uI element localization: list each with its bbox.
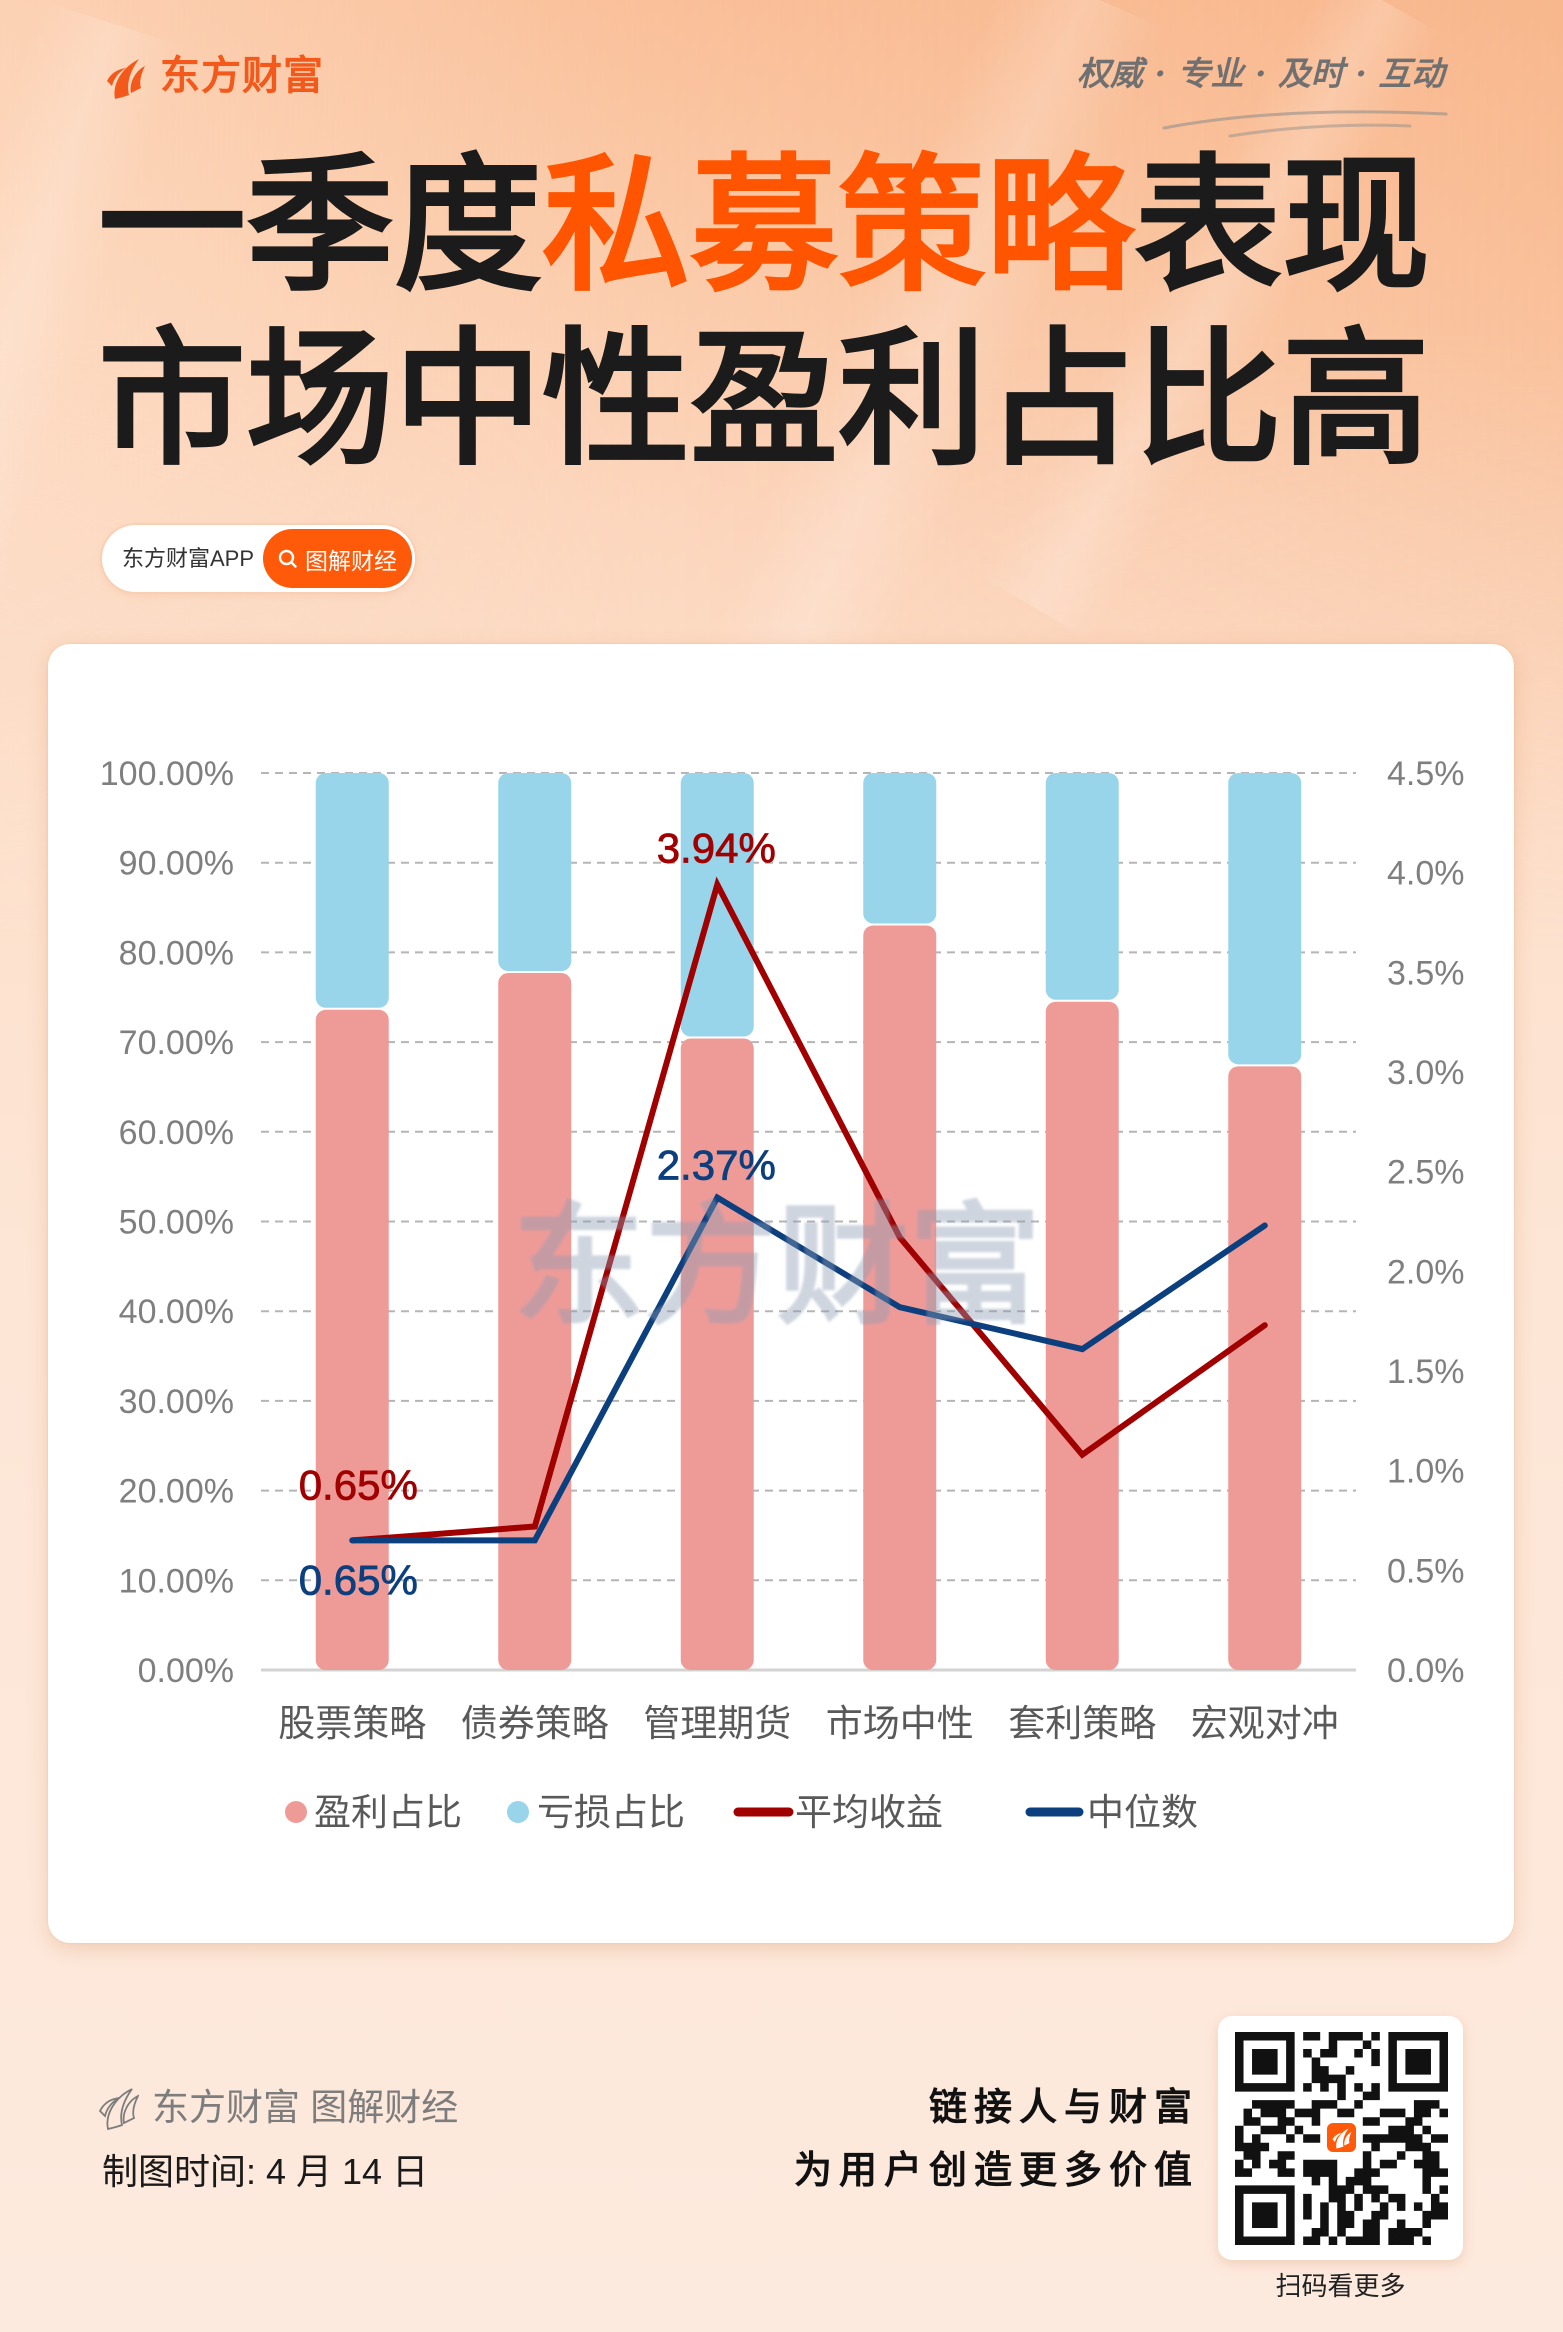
- y-right-tick-label: 4.0%: [1387, 855, 1465, 893]
- y-right-tick-label: 2.0%: [1387, 1253, 1465, 1291]
- search-pill[interactable]: 东方财富APP 图解财经: [102, 525, 415, 592]
- legend-item-avg: 平均收益: [733, 1792, 943, 1833]
- x-tick-label: 宏观对冲: [1191, 1703, 1339, 1744]
- y-left-tick-label: 80.00%: [119, 934, 234, 972]
- x-tick-label: 债券策略: [461, 1703, 609, 1744]
- legend-label: 中位数: [1087, 1792, 1198, 1833]
- bar-segment-loss: [315, 773, 389, 1008]
- data-label-avg: 3.94%: [657, 825, 776, 872]
- y-right-tick-label: 1.5%: [1387, 1353, 1465, 1391]
- data-label-median: 2.37%: [657, 1142, 776, 1189]
- y-right-tick-label: 3.0%: [1387, 1054, 1465, 1092]
- qr-code-card: [1218, 2016, 1463, 2260]
- bar-segment-profit: [315, 1009, 389, 1670]
- x-tick-label: 套利策略: [1008, 1703, 1156, 1744]
- y-left-tick-label: 100.00%: [100, 755, 234, 793]
- title-highlight: 私募策略: [542, 144, 1134, 309]
- watermark: 东方财富: [513, 1193, 1041, 1340]
- tagline: 权威 · 专业 · 及时 · 互动: [1077, 54, 1445, 93]
- x-axis: 股票策略 债券策略 管理期货 市场中性 套利策略 宏观对冲: [278, 1703, 1339, 1744]
- y-right-tick-label: 4.5%: [1387, 755, 1465, 793]
- bar-segment-loss: [680, 773, 754, 1037]
- title-prefix: 一季度: [98, 144, 542, 309]
- y-left-tick-label: 40.00%: [119, 1293, 234, 1331]
- y-left-tick-label: 50.00%: [119, 1204, 234, 1242]
- chart-date: 制图时间: 4 月 14 日: [102, 2151, 429, 2192]
- qr-caption: 扫码看更多: [1275, 2271, 1406, 2301]
- legend-label: 平均收益: [795, 1792, 943, 1833]
- bar-segment-profit: [1045, 1001, 1119, 1670]
- legend-marker-circle-icon: [285, 1801, 307, 1823]
- y-left-tick-label: 20.00%: [119, 1473, 234, 1511]
- dongfang-caifu-logo-icon: [1332, 2128, 1351, 2148]
- bar-stack: [680, 773, 754, 1670]
- lines: [349, 876, 1268, 1544]
- search-button-label: 图解财经: [305, 547, 397, 574]
- data-label-median: 0.65%: [299, 1556, 418, 1603]
- combo-chart: 0.00% 10.00% 20.00% 30.00% 40.00% 50.00% 60.00…: [100, 755, 1465, 1833]
- y-left-tick-label: 70.00%: [119, 1024, 234, 1062]
- legend-label: 盈利占比: [314, 1792, 462, 1833]
- y-right-tick-label: 2.5%: [1387, 1154, 1465, 1192]
- bar-segment-profit: [680, 1038, 754, 1670]
- x-tick-label: 管理期货: [643, 1703, 791, 1744]
- y-right-tick-label: 0.5%: [1387, 1552, 1465, 1590]
- chart-card: 0.00% 10.00% 20.00% 30.00% 40.00% 50.00% 60.00…: [48, 644, 1514, 1943]
- page-title-line-1: 一季度私募策略表现: [98, 153, 1430, 301]
- legend: 盈利占比 亏损占比 平均收益 中位数: [285, 1792, 1198, 1833]
- x-tick-label: 股票策略: [278, 1703, 426, 1744]
- slogan-line-1: 链接人与财富: [928, 2087, 1199, 2129]
- y-left-tick-label: 30.00%: [119, 1383, 234, 1421]
- legend-label: 亏损占比: [537, 1792, 685, 1833]
- bar-stack: [1228, 773, 1302, 1670]
- bar-segment-loss: [1045, 773, 1119, 1000]
- y-axis-right: 0.0% 0.5% 1.0% 1.5% 2.0% 2.5% 3.0% 3.5% 4.0% 4.5%: [1387, 755, 1465, 1690]
- footer-brand: 东方财富 图解财经: [152, 2087, 459, 2128]
- y-right-tick-label: 3.5%: [1387, 954, 1465, 992]
- y-right-tick-label: 0.0%: [1387, 1652, 1465, 1690]
- bar-segment-profit: [1228, 1066, 1302, 1670]
- data-label-avg: 0.65%: [299, 1461, 418, 1508]
- y-left-tick-label: 0.00%: [138, 1652, 234, 1690]
- legend-item-median: 中位数: [1025, 1792, 1198, 1833]
- qr-code: [1235, 2032, 1448, 2245]
- search-icon: [278, 549, 297, 568]
- x-tick-label: 市场中性: [826, 1703, 974, 1744]
- y-right-tick-label: 1.0%: [1387, 1453, 1465, 1491]
- bar-stack: [1045, 773, 1119, 1670]
- y-left-tick-label: 60.00%: [119, 1114, 234, 1152]
- legend-marker-circle-icon: [507, 1801, 529, 1823]
- page-title-line-2: 市场中性盈利占比高: [98, 318, 1430, 483]
- title-suffix: 表现: [1134, 144, 1430, 309]
- legend-item-loss: 亏损占比: [507, 1792, 685, 1833]
- qr-center-logo: [1327, 2123, 1356, 2152]
- brush-stroke-decoration: [1162, 110, 1448, 138]
- bar-segment-loss: [1228, 773, 1302, 1065]
- bar-stack: [315, 773, 389, 1670]
- search-button[interactable]: 图解财经: [263, 529, 412, 588]
- app-label: 东方财富APP: [122, 546, 255, 571]
- dongfang-caifu-logo-icon: [107, 59, 145, 99]
- line-avg: [349, 876, 1268, 1544]
- line-median: [349, 1193, 1268, 1544]
- slogan-line-2: 为用户创造更多价值: [793, 2150, 1199, 2192]
- bar-segment-profit: [863, 925, 937, 1670]
- bars: [315, 773, 1302, 1670]
- gridlines: [261, 772, 1356, 1582]
- bar-segment-profit: [498, 973, 572, 1670]
- bar-segment-loss: [863, 773, 937, 924]
- data-labels: 0.65% 0.65% 3.94% 2.37%: [298, 824, 776, 1604]
- dongfang-caifu-outline-logo-icon: [99, 2088, 139, 2130]
- y-left-tick-label: 10.00%: [119, 1562, 234, 1600]
- y-left-tick-label: 90.00%: [119, 845, 234, 883]
- bar-stack: [498, 773, 572, 1670]
- bar-stack: [863, 773, 937, 1670]
- bar-segment-loss: [498, 773, 572, 972]
- legend-item-profit: 盈利占比: [285, 1792, 462, 1833]
- brand-name: 东方财富: [160, 54, 324, 98]
- y-axis-left: 0.00% 10.00% 20.00% 30.00% 40.00% 50.00% 60.00…: [100, 755, 234, 1690]
